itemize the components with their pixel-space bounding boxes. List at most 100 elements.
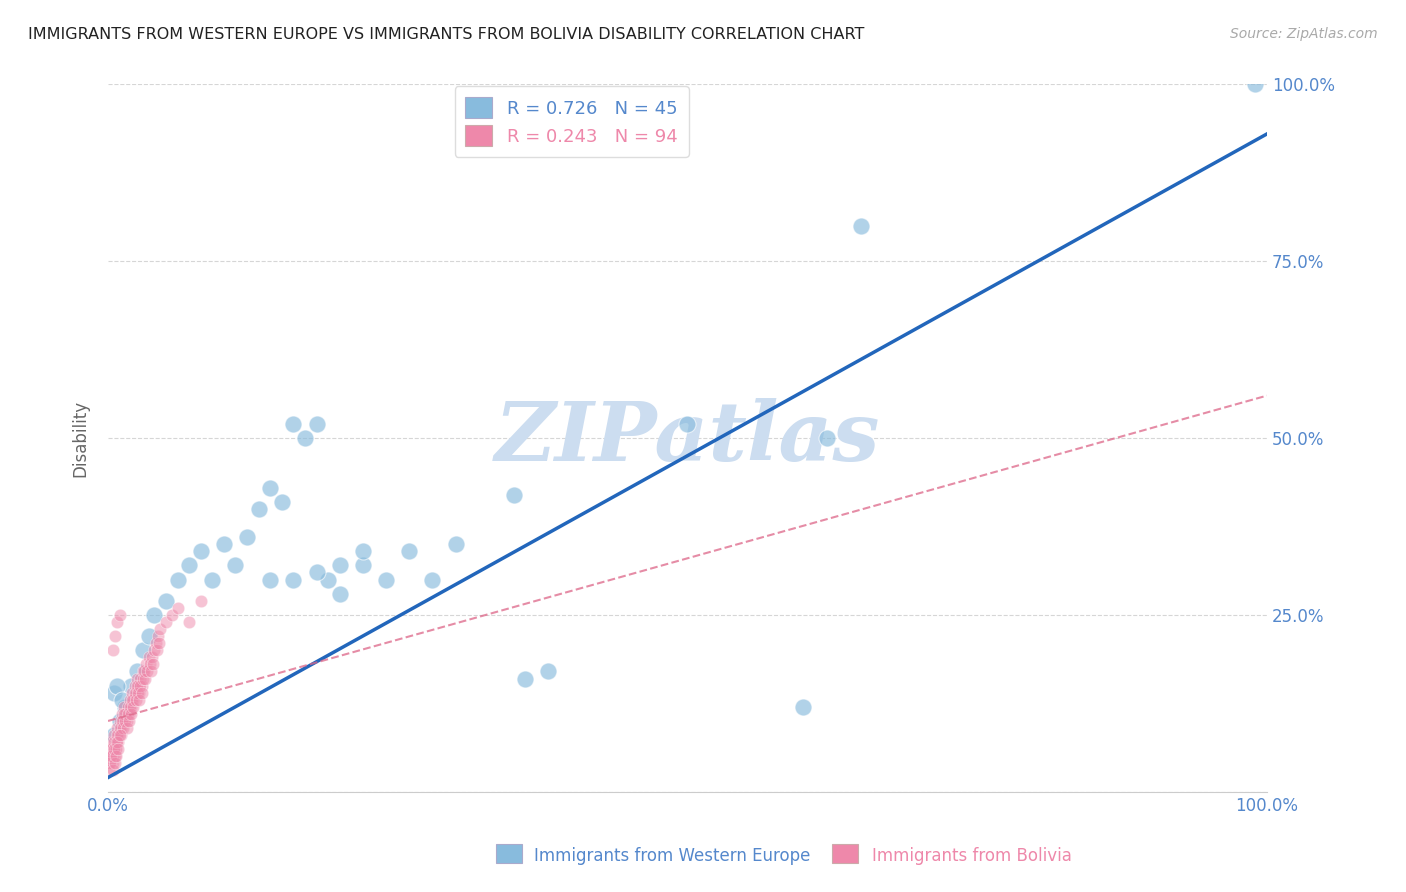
Point (105, 615, 128, 629)
Point (270, 494, 292, 508)
Point (112, 714, 135, 728)
Point (124, 686, 146, 700)
Point (98, 756, 121, 771)
Point (103, 686, 125, 700)
Point (132, 665, 155, 679)
Point (259, 573, 281, 587)
Point (515, 672, 537, 686)
Point (118, 714, 141, 728)
Point (105, 735, 128, 749)
Point (117, 699, 139, 714)
Point (112, 706, 135, 721)
Point (120, 679, 142, 693)
Point (134, 672, 156, 686)
Legend: R = 0.726   N = 45, R = 0.243   N = 94: R = 0.726 N = 45, R = 0.243 N = 94 (454, 87, 689, 157)
Point (114, 706, 136, 721)
Y-axis label: Disability: Disability (72, 400, 89, 476)
Point (101, 749, 124, 764)
Point (121, 686, 143, 700)
Point (118, 699, 141, 714)
Point (121, 692, 143, 706)
Point (1244, 78, 1267, 92)
Point (851, 219, 873, 233)
Point (108, 607, 131, 622)
Point (190, 544, 212, 558)
Point (110, 728, 132, 742)
Point (259, 481, 281, 495)
Point (149, 622, 172, 636)
Point (107, 728, 129, 742)
Point (103, 728, 125, 742)
Point (125, 665, 148, 679)
Point (105, 735, 128, 749)
Point (115, 714, 138, 728)
Point (166, 573, 188, 587)
Point (98, 749, 121, 764)
Point (103, 728, 125, 742)
Bar (832, 844, 858, 863)
Point (104, 742, 127, 756)
Point (124, 679, 146, 693)
Point (100, 749, 122, 764)
Point (103, 735, 125, 749)
Point (305, 566, 328, 580)
Text: Immigrants from Western Europe: Immigrants from Western Europe (534, 847, 811, 865)
Bar (496, 844, 522, 863)
Point (125, 679, 148, 693)
Point (212, 537, 235, 551)
Text: IMMIGRANTS FROM WESTERN EUROPE VS IMMIGRANTS FROM BOLIVIA DISABILITY CORRELATION: IMMIGRANTS FROM WESTERN EUROPE VS IMMIGR… (28, 27, 865, 42)
Point (141, 650, 163, 665)
Point (444, 537, 467, 551)
Point (117, 706, 139, 721)
Point (129, 679, 152, 693)
Point (112, 721, 135, 735)
Point (111, 706, 134, 721)
Point (142, 657, 165, 672)
Point (792, 699, 814, 714)
Point (111, 714, 134, 728)
Point (115, 721, 138, 735)
Point (125, 692, 148, 706)
Point (129, 672, 152, 686)
Point (398, 544, 420, 558)
Point (676, 417, 699, 431)
Point (138, 650, 160, 665)
Point (294, 431, 316, 445)
Point (422, 573, 444, 587)
Point (131, 679, 153, 693)
Point (283, 573, 305, 587)
Point (100, 735, 122, 749)
Text: Source: ZipAtlas.com: Source: ZipAtlas.com (1230, 27, 1378, 41)
Point (101, 643, 124, 657)
Point (122, 699, 145, 714)
Point (108, 714, 131, 728)
Point (352, 558, 374, 573)
Point (148, 636, 170, 650)
Point (128, 686, 150, 700)
Point (100, 742, 122, 756)
Point (98, 764, 121, 778)
Point (105, 679, 128, 693)
Point (247, 501, 270, 516)
Point (120, 699, 142, 714)
Point (112, 699, 135, 714)
Point (101, 756, 124, 771)
Point (537, 665, 560, 679)
Point (135, 657, 157, 672)
Point (146, 629, 169, 643)
Text: ZIPatlas: ZIPatlas (495, 398, 880, 478)
Point (179, 558, 201, 573)
Point (283, 417, 305, 431)
Point (108, 728, 131, 742)
Point (101, 764, 124, 778)
Point (107, 742, 129, 756)
Point (224, 558, 246, 573)
Point (236, 530, 259, 544)
Point (305, 417, 328, 431)
Point (127, 679, 149, 693)
Point (122, 692, 145, 706)
Point (166, 600, 188, 615)
Point (132, 672, 155, 686)
Point (120, 706, 142, 721)
Point (125, 686, 148, 700)
